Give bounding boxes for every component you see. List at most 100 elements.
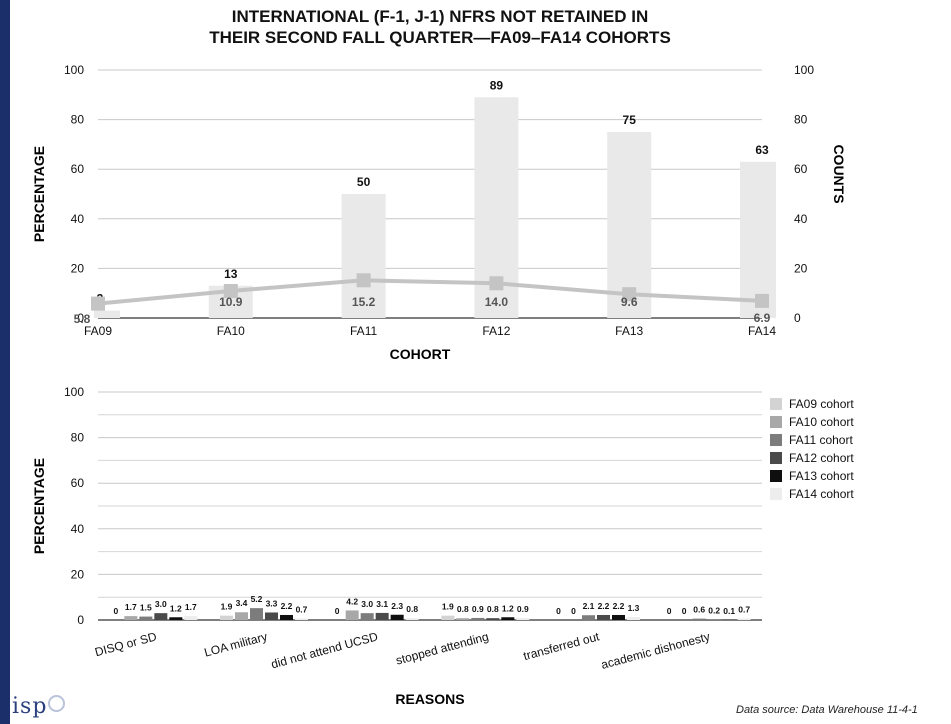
reason-value-label: 3.3 — [266, 598, 278, 608]
cohort-chart: 0 20 40 60 80 100 0 20 40 60 80 100 PERCENTAGE COUNTS… — [31, 63, 847, 362]
count-label: 13 — [224, 267, 238, 281]
count-bar — [607, 132, 652, 318]
x-tick-label: transferred out — [522, 629, 602, 663]
reason-value-label: 0.9 — [472, 604, 484, 614]
y2-tick-label: 20 — [794, 261, 808, 275]
reason-bar — [360, 613, 374, 620]
x-tick-label: LOA military — [203, 629, 269, 659]
legend-swatch — [770, 398, 782, 410]
reason-bar — [280, 614, 293, 620]
x-tick-label: stopped attending — [394, 629, 490, 667]
y-tick-label: 60 — [71, 162, 85, 176]
reason-value-label: 2.2 — [281, 601, 293, 611]
x-tick-label: academic dishonesty — [600, 629, 712, 672]
reason-value-label: 0.1 — [723, 606, 735, 616]
y-tick-label: 20 — [71, 567, 85, 581]
reason-value-label: 1.7 — [185, 602, 197, 612]
y2-tick-label: 0 — [794, 311, 801, 325]
reason-value-label: 3.0 — [155, 599, 167, 609]
y-tick-label: 80 — [71, 431, 85, 445]
reason-bar — [501, 617, 515, 620]
y-tick-label: 60 — [71, 476, 85, 490]
count-bar — [740, 161, 776, 318]
reason-value-label: 0 — [571, 606, 576, 616]
y2-tick-label: 40 — [794, 212, 808, 226]
reason-bar — [154, 613, 168, 620]
count-bar — [94, 310, 120, 318]
reason-value-label: 0 — [335, 606, 340, 616]
y-axis-label: PERCENTAGE — [31, 458, 47, 554]
percentage-marker — [755, 293, 769, 308]
logo-text: isp — [12, 694, 48, 719]
legend-label: FA13 cohort — [789, 469, 854, 483]
percentage-label: 9.6 — [621, 295, 638, 309]
y2-tick-label: 60 — [794, 162, 808, 176]
x-tick-label: FA13 — [615, 324, 643, 338]
count-label: 75 — [623, 113, 637, 127]
chart-title-line-2: THEIR SECOND FALL QUARTER—FA09–FA14 COHO… — [209, 28, 671, 47]
y-tick-label: 80 — [71, 113, 85, 127]
legend-label: FA12 cohort — [789, 451, 854, 465]
legend-swatch — [770, 452, 782, 464]
reason-bar — [235, 612, 248, 620]
x-tick-label: did not attend UCSD — [270, 629, 380, 671]
chart-title: INTERNATIONAL (F-1, J-1) NFRS NOT RETAIN… — [10, 6, 870, 48]
reason-value-label: 1.9 — [442, 602, 454, 612]
reason-value-label: 1.5 — [140, 603, 152, 613]
reason-value-label: 3.4 — [236, 598, 248, 608]
reason-bar — [250, 608, 263, 620]
legend-swatch — [770, 488, 782, 500]
reason-bar — [139, 616, 153, 620]
percentage-label: 10.9 — [219, 295, 243, 309]
count-label: 50 — [357, 175, 371, 189]
reason-value-label: 0.6 — [693, 605, 705, 615]
y-tick-label: 100 — [64, 385, 84, 399]
percentage-label: 6.9 — [754, 311, 771, 325]
reason-value-label: 2.2 — [598, 601, 610, 611]
legend-label: FA10 cohort — [789, 415, 854, 429]
x-tick-label: DISQ or SD — [93, 629, 158, 659]
reason-bar — [456, 618, 470, 620]
reason-value-label: 3.0 — [361, 599, 373, 609]
reason-value-label: 3.1 — [376, 599, 388, 609]
reason-value-label: 0.8 — [457, 604, 469, 614]
isp-logo: isp — [12, 694, 66, 719]
reason-value-label: 0 — [556, 606, 561, 616]
percentage-label: 14.0 — [485, 295, 509, 309]
reason-bar — [692, 618, 706, 620]
reason-value-label: 0.7 — [296, 604, 308, 614]
reason-value-label: 1.2 — [502, 603, 514, 613]
reason-bar — [124, 616, 138, 620]
count-label: 89 — [490, 78, 504, 92]
reason-bar — [612, 614, 625, 620]
reason-bar — [627, 617, 640, 620]
y2-tick-label: 80 — [794, 113, 808, 127]
reason-bar — [265, 612, 278, 620]
reason-bar — [737, 618, 751, 620]
reason-value-label: 5.2 — [251, 594, 263, 604]
reason-value-label: 0.8 — [406, 604, 418, 614]
y-tick-label: 0 — [77, 613, 84, 627]
y2-tick-label: 100 — [794, 63, 814, 77]
legend-swatch — [770, 434, 782, 446]
x-tick-label: FA09 — [84, 324, 112, 338]
reason-value-label: 0 — [682, 606, 687, 616]
reason-value-label: 4.2 — [346, 596, 358, 606]
reason-bar — [441, 615, 455, 620]
reason-value-label: 0.2 — [708, 606, 720, 616]
reason-value-label: 0 — [113, 606, 118, 616]
percentage-marker — [223, 283, 238, 298]
percentage-marker — [91, 296, 105, 311]
percentage-label: 5.8 — [74, 312, 91, 326]
reason-bar — [582, 615, 595, 620]
reason-value-label: 2.1 — [583, 601, 595, 611]
y-tick-label: 100 — [64, 63, 84, 77]
reason-value-label: 1.7 — [125, 602, 137, 612]
legend-swatch — [770, 416, 782, 428]
data-source-note: Data source: Data Warehouse 11-4-1 — [736, 704, 918, 716]
reason-value-label: 0.7 — [738, 604, 750, 614]
x-axis-label: COHORT — [390, 346, 451, 362]
reason-value-label: 1.9 — [221, 602, 233, 612]
reason-bar — [345, 610, 359, 620]
reason-bar — [184, 616, 198, 620]
